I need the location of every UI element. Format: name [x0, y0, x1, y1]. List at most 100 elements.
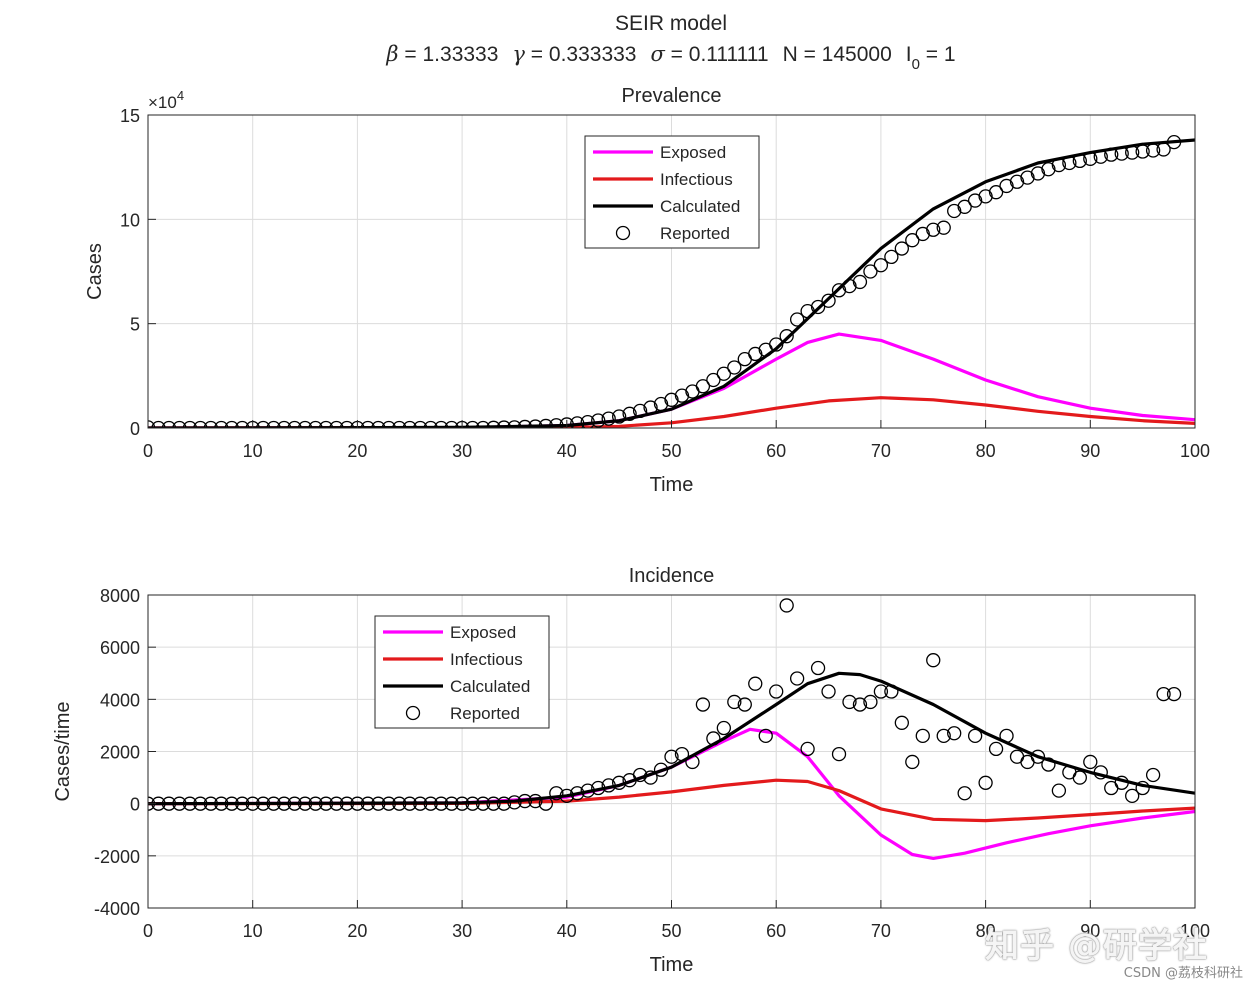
reported-marker	[148, 420, 156, 428]
reported-marker	[622, 406, 637, 421]
reported-marker	[444, 796, 459, 811]
reported-marker	[329, 420, 344, 428]
reported-marker	[329, 796, 344, 811]
legend-reported-label: Reported	[660, 224, 730, 243]
reported-marker	[392, 796, 407, 811]
reported-marker	[915, 728, 930, 743]
reported-marker	[852, 697, 868, 712]
series-group	[148, 134, 1195, 428]
x-tick-label: 50	[661, 441, 681, 461]
reported-marker	[193, 420, 208, 428]
reported-marker	[727, 360, 742, 375]
reported-marker	[538, 796, 554, 811]
y-tick-label: 8000	[100, 586, 140, 606]
i0-value: = 1	[920, 43, 956, 66]
reported-marker	[1062, 155, 1077, 171]
infectious-line	[148, 396, 1195, 428]
y-tick-label: 2000	[100, 743, 140, 763]
reported-marker	[203, 796, 218, 811]
reported-marker	[214, 420, 229, 428]
reported-marker	[1166, 134, 1182, 150]
reported-marker	[905, 233, 920, 248]
legend: Exposed Infectious Calculated Reported	[584, 135, 760, 249]
reported-marker	[570, 416, 585, 428]
reported-marker	[842, 278, 857, 294]
reported-marker	[528, 419, 543, 428]
reported-marker	[402, 796, 417, 811]
reported-marker	[1051, 157, 1067, 173]
reported-marker	[423, 796, 438, 811]
y-tick-label: -4000	[94, 899, 140, 919]
reported-marker	[1125, 145, 1140, 160]
reported-marker	[873, 684, 889, 699]
reported-marker	[810, 299, 826, 315]
reported-marker	[967, 728, 983, 743]
reported-marker	[507, 795, 522, 810]
reported-marker	[339, 420, 355, 428]
reported-marker	[423, 420, 438, 428]
x-tick-label: 100	[1180, 441, 1210, 461]
reported-marker	[821, 684, 836, 699]
x-tick-label: 0	[143, 921, 153, 941]
reported-marker	[800, 303, 815, 319]
reported-marker	[758, 728, 773, 743]
reported-marker	[517, 419, 533, 428]
reported-marker	[161, 796, 177, 811]
reported-marker	[465, 796, 480, 811]
reported-marker	[632, 767, 648, 783]
reported-marker	[999, 178, 1014, 194]
reported-marker	[612, 409, 627, 424]
reported-marker	[402, 420, 417, 428]
x-tick-label: 30	[452, 921, 472, 941]
x-tick-label: 10	[243, 441, 263, 461]
reported-marker	[549, 786, 564, 801]
reported-marker	[664, 749, 679, 764]
reported-marker	[842, 694, 857, 710]
y-axis-label: Cases	[84, 243, 106, 300]
reported-marker	[161, 420, 177, 428]
reported-marker	[1104, 147, 1119, 162]
y-exponent-label: ×104	[148, 88, 184, 112]
reported-marker	[1114, 775, 1129, 790]
reported-marker	[779, 329, 794, 344]
reported-marker	[1093, 149, 1108, 164]
reported-marker	[381, 796, 396, 811]
reported-marker	[632, 403, 648, 419]
reported-marker	[957, 199, 972, 214]
x-tick-label: 40	[557, 441, 577, 461]
reported-marker	[831, 283, 847, 298]
reported-marker	[957, 786, 972, 801]
x-tick-label: 60	[766, 441, 786, 461]
reported-marker	[172, 420, 187, 428]
reported-marker	[748, 676, 763, 691]
legend-infectious-label: Infectious	[450, 650, 523, 669]
reported-marker	[915, 226, 930, 242]
reported-marker	[570, 786, 585, 801]
reported-marker	[318, 420, 334, 428]
reported-marker	[193, 796, 208, 811]
sigma-symbol: σ	[651, 42, 666, 66]
reported-marker	[371, 420, 386, 428]
reported-marker	[674, 746, 690, 762]
reported-marker	[1114, 146, 1129, 161]
reported-marker	[308, 796, 323, 811]
reported-marker	[465, 420, 480, 428]
n-value: N = 145000	[783, 43, 892, 66]
reported-marker	[737, 697, 752, 712]
reported-marker	[789, 671, 805, 686]
reported-marker	[664, 392, 679, 407]
legend-calculated-label: Calculated	[450, 677, 530, 696]
y-tick-label: 10	[120, 210, 140, 230]
reported-marker	[580, 783, 595, 798]
reported-marker	[1166, 686, 1182, 702]
reported-marker	[528, 793, 543, 809]
reported-marker	[1083, 754, 1098, 770]
reported-marker	[559, 417, 574, 428]
reported-marker	[496, 796, 512, 811]
legend-infectious-label: Infectious	[660, 170, 733, 189]
reported-marker	[926, 222, 941, 237]
y-tick-label: 0	[130, 795, 140, 815]
reported-marker	[1125, 788, 1140, 803]
reported-marker	[748, 346, 763, 362]
